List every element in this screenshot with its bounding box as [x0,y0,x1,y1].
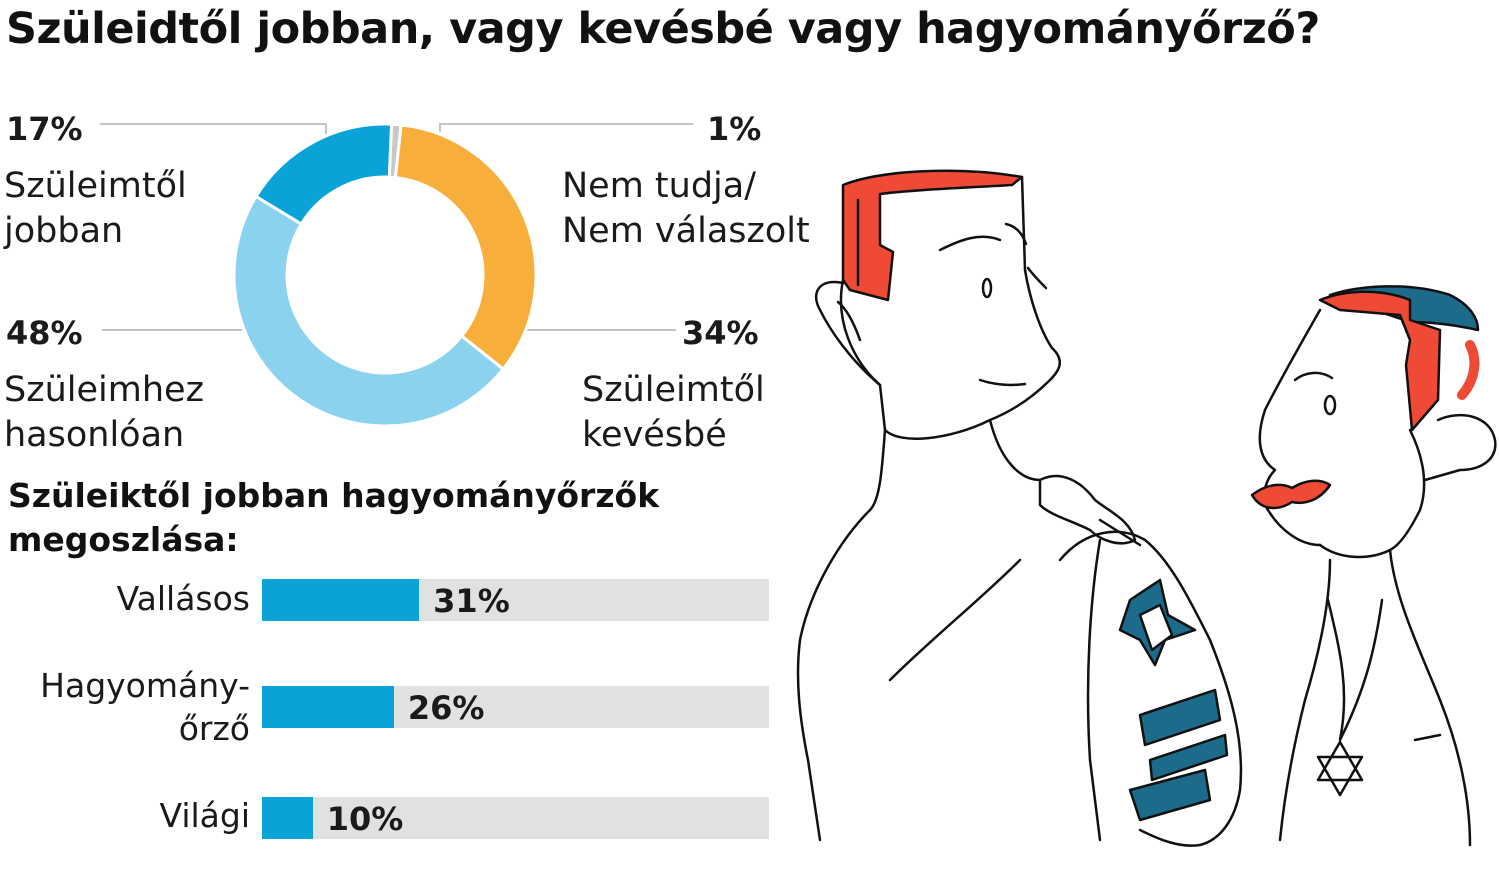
label-nem-tudja-line1: Nem tudja/ [562,166,757,206]
label-nem-tudja-line2: Nem válaszolt [562,211,810,251]
pct-label-jobban: 17% [6,110,83,148]
leader-line-top-left [100,123,327,136]
right-man-figure [1250,285,1497,847]
pct-label-nem-tudja: 1% [707,110,762,148]
bar-label-line: Vallásos [116,579,250,618]
leader-line-top-right [439,123,693,132]
bar-hagyomanyorzo [262,686,394,728]
donut-slice-hasonloan [232,194,506,428]
bar-label-vallasos: Vallásos [117,577,250,620]
breakdown-title: Szüleiktől jobban hagyományőrzők megoszl… [8,476,660,559]
label-kevesbe-line1: Szüleimtől [582,370,765,410]
bar-track-hagyomanyorzo: 26% [262,686,769,728]
leader-lines [100,123,693,331]
left-man-figure [796,169,1243,847]
label-jobban-line1: Szüleimtől [4,166,187,206]
label-jobban-line2: jobban [4,211,124,251]
bar-label-hagyomanyorzo: Hagyomány- őrző [40,664,250,750]
bar-track-vilagi: 10% [262,797,769,839]
bar-vilagi [262,797,313,839]
label-kevesbe-line2: kevésbé [582,415,727,455]
donut-slice-kevesbe [393,123,538,372]
pct-label-hasonloan: 48% [6,314,83,352]
bar-value-vallasos: 31% [433,582,510,620]
bar-track-vallasos: 31% [262,579,769,621]
bar-label-line: Világi [159,796,250,835]
bar-label-line: őrző [178,709,250,748]
label-hasonloan-line1: Szüleimhez [4,370,204,410]
label-hasonloan-line2: hasonlóan [4,415,185,455]
bar-value-vilagi: 10% [326,800,404,838]
bar-vallasos [262,579,420,621]
bar-label-line: Hagyomány- [40,666,250,705]
bar-label-vilagi: Világi [159,794,250,837]
pct-label-kevesbe: 34% [682,314,759,352]
chart-title: Szüleidtől jobban, vagy kevésbé vagy hag… [6,4,1320,54]
bar-value-hagyomanyorzo: 26% [407,689,485,727]
